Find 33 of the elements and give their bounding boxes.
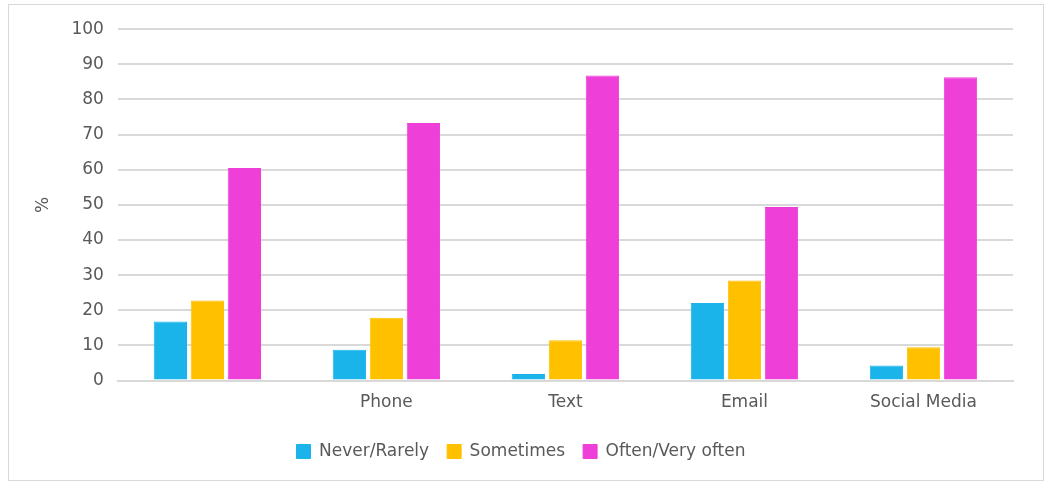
legend-label: Sometimes (469, 439, 566, 460)
y-tick-label: 40 (82, 228, 104, 249)
bar (548, 340, 583, 380)
y-tick-label: 30 (82, 263, 104, 284)
bar (332, 349, 367, 380)
legend-label: Never/Rarely (319, 439, 430, 460)
y-axis-title: % (31, 196, 52, 213)
y-tick-label: 90 (82, 52, 104, 73)
y-tick-label: 80 (82, 87, 104, 108)
y-tick-label: 50 (82, 193, 104, 214)
y-tick-label: 60 (82, 158, 104, 179)
x-tick-label: Social Media (870, 391, 977, 412)
bar (690, 302, 725, 380)
bar (227, 168, 262, 380)
y-tick-label: 10 (82, 333, 104, 354)
bar (869, 365, 904, 380)
x-tick-label: Text (547, 391, 583, 412)
legend-label: Often/Very often (605, 439, 746, 460)
bar (727, 280, 762, 380)
bar (369, 317, 404, 380)
bar (943, 77, 978, 380)
x-tick-label: Email (720, 391, 769, 412)
y-tick-label: 70 (82, 123, 104, 144)
bar (585, 75, 620, 380)
y-tick-label: 100 (71, 17, 104, 38)
bar (906, 347, 941, 380)
bar (764, 207, 799, 380)
x-tick-label: Phone (360, 391, 413, 412)
bar (153, 321, 188, 380)
y-tick-label: 20 (82, 298, 104, 319)
y-tick-label: 0 (93, 369, 104, 390)
bar (406, 123, 441, 380)
bar (190, 300, 225, 380)
